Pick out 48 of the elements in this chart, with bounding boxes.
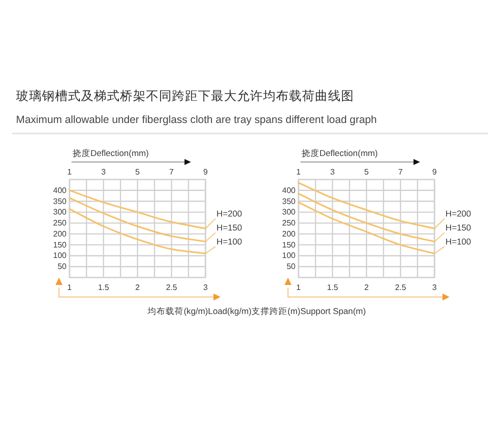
y-tick-label: 300 [282,208,296,217]
y-tick-label: 150 [282,240,296,250]
x2-axis-title: 挠度Deflection(mm) [302,148,378,158]
y-tick-label: 50 [286,262,296,272]
x2-tick-label: 3 [330,168,336,176]
series-label: H=200 [216,208,242,219]
x2-tick-label: 7 [169,168,174,176]
x2-tick-label: 5 [135,168,140,176]
x2-tick-label: 5 [364,168,370,176]
x-tick-label: 1 [67,283,72,292]
series-label: H=100 [216,236,242,247]
y-tick-label: 350 [53,196,68,206]
x-tick-label: 2.5 [394,283,407,292]
y-tick-label: 100 [282,251,296,260]
y-tick-label: 50 [58,262,68,272]
series-label: H=100 [446,236,472,247]
chart-title: 玻璃钢槽式及梯式桥架不同跨距下最大允许均布载荷曲线图 [16,89,354,103]
x-tick-label: 1 [296,283,302,292]
x-tick-label: 2 [135,283,140,292]
x2-tick-label: 7 [398,168,404,176]
x-tick-label: 1.5 [326,283,339,292]
series-label: H=150 [216,222,242,233]
y-tick-label: 100 [53,251,68,260]
x2-tick-label: 9 [432,168,438,176]
y-tick-label: 400 [282,186,296,195]
x-axis-title: 支撑跨距(m)Support Span(m) [252,306,366,316]
x2-axis-title: 挠度Deflection(mm) [72,148,149,158]
y-tick-label: 250 [53,218,68,228]
x-tick-label: 3 [432,283,438,292]
x2-tick-label: 1 [296,168,302,176]
x2-tick-label: 3 [101,168,106,176]
x-tick-label: 2.5 [166,283,178,292]
y-tick-label: 350 [282,196,296,206]
y-tick-label: 300 [53,208,68,217]
series-label: H=150 [446,222,472,233]
y-tick-label: 200 [53,229,68,238]
y-tick-label: 400 [53,186,68,195]
x-axis-title: 均布载荷(kg/m)Load(kg/m) [146,306,252,316]
series-label: H=200 [446,208,472,219]
x2-tick-label: 1 [67,168,72,176]
chart-subtitle: Maximum allowable under fiberglass cloth are tray spans different load graph [16,114,377,126]
x-tick-label: 3 [203,283,208,292]
y-tick-label: 250 [282,218,296,228]
x-tick-label: 1.5 [98,283,110,292]
x2-tick-label: 9 [203,168,208,176]
y-tick-label: 150 [53,240,68,250]
x-tick-label: 2 [364,283,370,292]
y-tick-label: 200 [282,229,296,238]
